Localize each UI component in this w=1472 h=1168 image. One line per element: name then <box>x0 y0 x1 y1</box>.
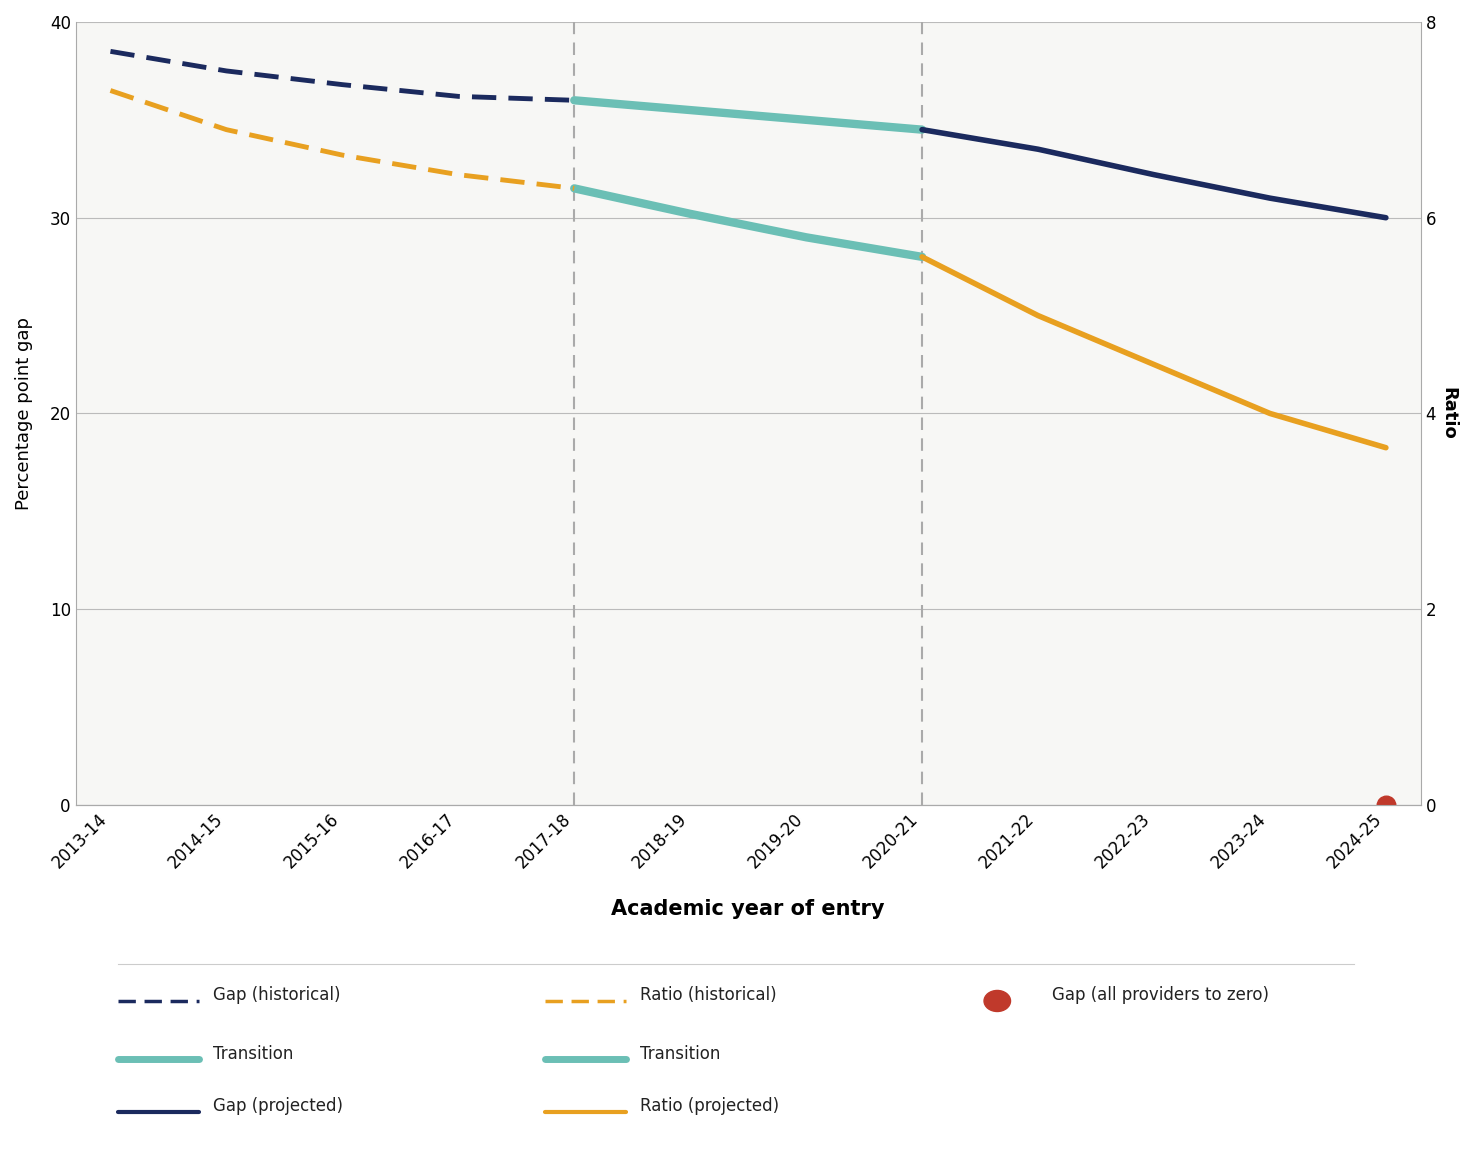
Text: Transition: Transition <box>640 1045 721 1063</box>
Text: Ratio (projected): Ratio (projected) <box>640 1098 780 1115</box>
Y-axis label: Ratio: Ratio <box>1440 387 1457 440</box>
Y-axis label: Percentage point gap: Percentage point gap <box>15 317 32 510</box>
Text: Gap (historical): Gap (historical) <box>213 987 342 1004</box>
Text: Gap (projected): Gap (projected) <box>213 1098 343 1115</box>
X-axis label: Academic year of entry: Academic year of entry <box>611 899 885 919</box>
Text: Gap (all providers to zero): Gap (all providers to zero) <box>1052 987 1269 1004</box>
Point <box>1375 795 1398 814</box>
Text: Ratio (historical): Ratio (historical) <box>640 987 777 1004</box>
Text: Transition: Transition <box>213 1045 294 1063</box>
